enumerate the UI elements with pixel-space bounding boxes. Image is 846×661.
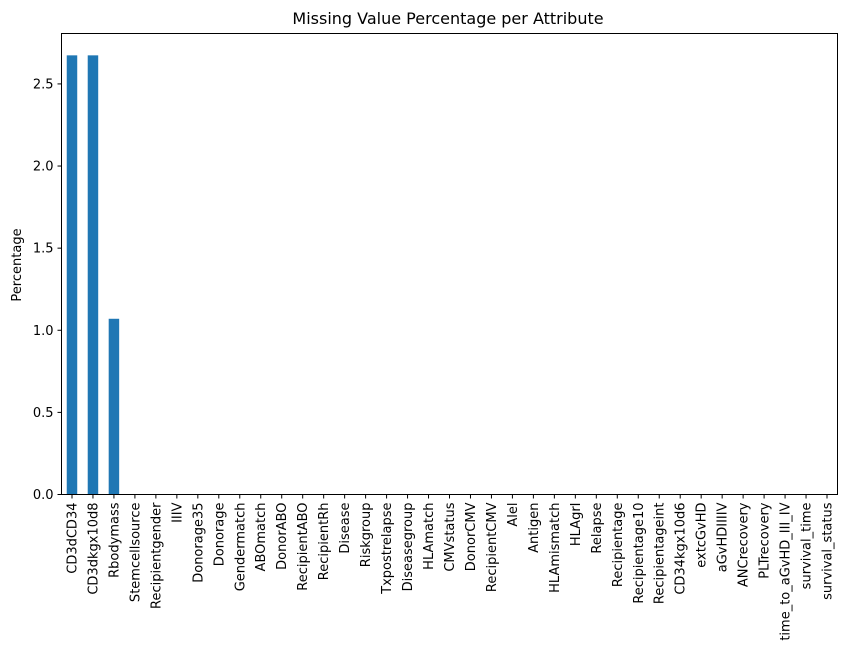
y-ticks-group: 0.0 0.5 1.0 1.5 2.0 2.5	[33, 77, 62, 503]
x-tick-label: ANCrecovery	[737, 502, 752, 587]
x-tick-label: Txpostrelapse	[380, 503, 395, 595]
bar-CD3dCD34	[66, 55, 78, 495]
x-tick-label: RecipientCMV	[485, 502, 500, 592]
x-tick-label: Donorage35	[191, 503, 206, 583]
chart-title: Missing Value Percentage per Attribute	[292, 9, 603, 28]
x-tick-label: CD3dCD34	[65, 503, 80, 574]
x-tick-label: Alel	[506, 503, 521, 527]
bar-CD3dkgx10d8	[87, 55, 99, 495]
x-tick-label: RecipientABO	[296, 503, 311, 591]
x-tick-label: extcGvHD	[695, 503, 710, 568]
y-tick-label: 0.5	[33, 406, 54, 421]
bar-Rbodymass	[108, 318, 120, 495]
x-tick-label: HLAmatch	[422, 503, 437, 570]
x-tick-label: Disease	[338, 503, 353, 554]
bars-group	[66, 55, 120, 495]
x-tick-label: Recipientage10	[632, 503, 647, 604]
y-tick-label: 2.0	[33, 160, 54, 175]
x-tick-label: RecipientRh	[317, 503, 332, 581]
x-tick-label: Riskgroup	[359, 503, 374, 568]
x-tick-label: Donorage	[212, 502, 227, 566]
x-tick-label: Rbodymass	[107, 502, 122, 578]
x-tick-label: Recipientgender	[149, 502, 164, 609]
x-tick-label: HLAgrI	[569, 503, 584, 547]
x-tick-label: DonorABO	[275, 503, 290, 570]
x-tick-label: Stemcellsource	[128, 503, 143, 603]
y-tick-label: 1.5	[33, 242, 54, 257]
x-tick-label: ABOmatch	[254, 503, 269, 572]
x-ticks-group: CD3dCD34 CD3dkgx10d8 Rbodymass Stemcellsour…	[65, 494, 836, 641]
x-tick-label: time_to_aGvHD_III_IV	[779, 502, 794, 640]
x-tick-label: CD34kgx10d6	[674, 503, 689, 595]
x-tick-label: survival_status	[821, 502, 836, 600]
x-tick-label: Recipientageint	[653, 503, 668, 605]
x-tick-label: HLAmismatch	[548, 503, 563, 593]
x-tick-label: Relapse	[590, 503, 605, 554]
x-tick-label: IIIV	[170, 502, 185, 523]
x-tick-label: PLTrecovery	[758, 502, 773, 579]
x-tick-label: aGvHDIIIIV	[716, 502, 731, 572]
x-tick-label: survival_time	[800, 503, 815, 590]
x-tick-label: Recipientage	[611, 503, 626, 588]
x-tick-label: Gendermatch	[233, 503, 248, 592]
x-tick-label: CMVstatus	[443, 502, 458, 571]
plot-frame	[61, 33, 838, 495]
x-tick-label: CD3dkgx10d8	[86, 503, 101, 595]
y-tick-label: 2.5	[33, 77, 54, 92]
y-tick-label: 1.0	[33, 324, 54, 339]
x-tick-label: Antigen	[527, 503, 542, 553]
y-tick-label: 0.0	[33, 488, 54, 503]
x-tick-label: Diseasegroup	[401, 503, 416, 592]
y-axis-label: Percentage	[10, 228, 25, 301]
x-tick-label: DonorCMV	[464, 502, 479, 571]
